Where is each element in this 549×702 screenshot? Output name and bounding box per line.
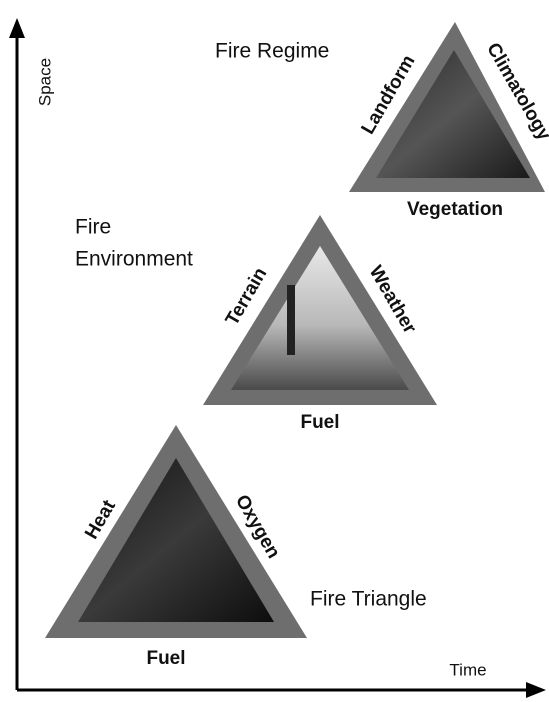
side-label: Fuel xyxy=(146,648,185,669)
page: Space Time Fire Regime Landform Climatol… xyxy=(0,0,549,702)
triangle-title: Fire xyxy=(75,216,111,239)
x-axis-label: Time xyxy=(449,660,486,679)
y-axis-label: Space xyxy=(35,58,54,106)
diagram: Space Time Fire Regime Landform Climatol… xyxy=(0,0,549,702)
tree-trunk xyxy=(287,285,295,355)
triangle-title: Fire Regime xyxy=(215,40,329,63)
triangle-title: Environment xyxy=(75,248,193,271)
side-label: Fuel xyxy=(300,412,339,433)
side-label: Vegetation xyxy=(407,199,503,220)
x-arrow xyxy=(526,682,546,698)
y-arrow xyxy=(9,18,25,38)
triangle-title: Fire Triangle xyxy=(310,588,427,611)
